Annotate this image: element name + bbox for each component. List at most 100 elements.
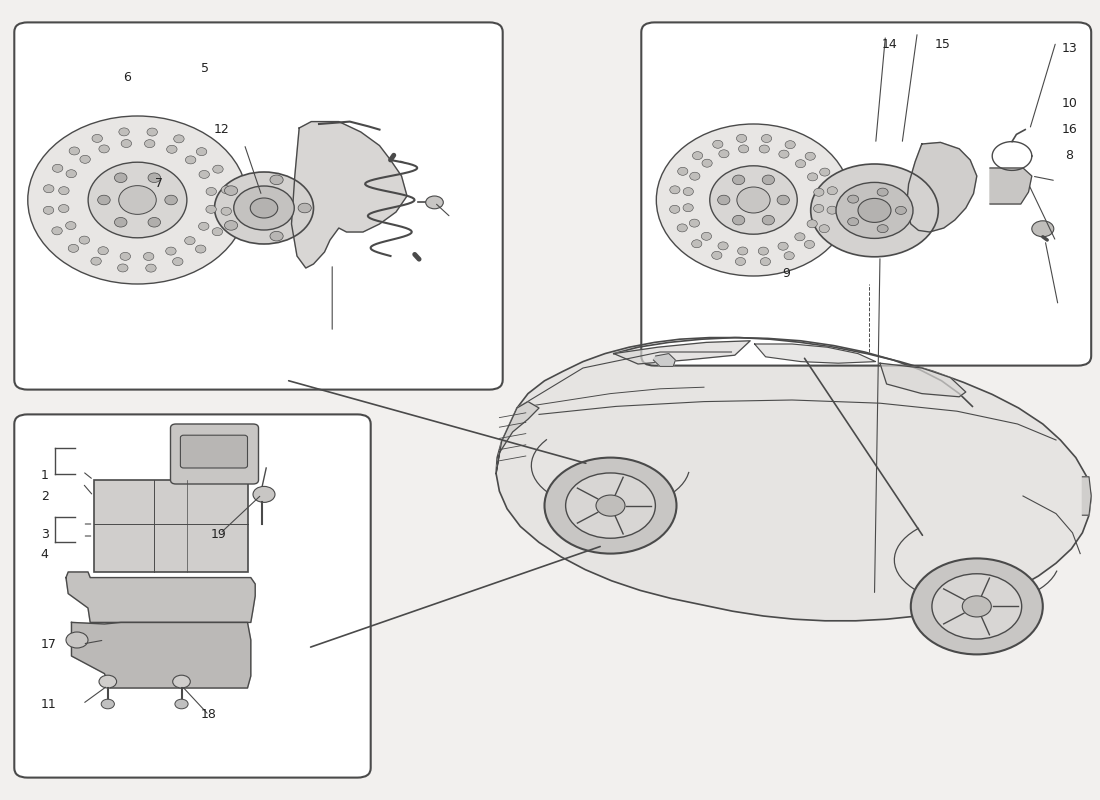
Ellipse shape (779, 150, 789, 158)
Text: 17: 17 (41, 638, 56, 650)
Ellipse shape (738, 145, 749, 153)
Ellipse shape (212, 228, 222, 236)
Ellipse shape (251, 198, 277, 218)
Ellipse shape (28, 116, 248, 284)
Ellipse shape (114, 173, 126, 182)
Ellipse shape (120, 252, 131, 260)
Ellipse shape (762, 215, 774, 225)
Polygon shape (614, 341, 750, 364)
Ellipse shape (43, 206, 54, 214)
Ellipse shape (736, 258, 746, 266)
Ellipse shape (807, 173, 817, 181)
Circle shape (224, 186, 238, 195)
Ellipse shape (66, 222, 76, 230)
Polygon shape (72, 622, 251, 688)
Ellipse shape (784, 252, 794, 260)
Ellipse shape (718, 150, 729, 158)
Ellipse shape (68, 244, 79, 252)
Circle shape (173, 675, 190, 688)
Circle shape (836, 182, 913, 238)
Ellipse shape (718, 242, 728, 250)
Ellipse shape (53, 164, 63, 172)
Ellipse shape (98, 195, 110, 205)
Ellipse shape (91, 257, 101, 265)
Ellipse shape (678, 224, 688, 232)
Text: 18: 18 (201, 708, 217, 721)
Ellipse shape (118, 264, 128, 272)
Ellipse shape (692, 240, 702, 248)
Ellipse shape (80, 155, 90, 163)
Text: 12: 12 (213, 123, 230, 136)
Ellipse shape (690, 172, 700, 180)
Ellipse shape (166, 146, 177, 154)
Ellipse shape (173, 258, 183, 266)
Circle shape (224, 221, 238, 230)
Ellipse shape (143, 253, 154, 261)
Ellipse shape (804, 240, 815, 248)
Text: 1: 1 (41, 469, 48, 482)
Circle shape (270, 175, 283, 185)
Ellipse shape (778, 242, 789, 250)
Text: 16: 16 (1062, 122, 1077, 136)
Polygon shape (880, 363, 966, 397)
Ellipse shape (692, 152, 703, 160)
Ellipse shape (737, 187, 770, 213)
Ellipse shape (814, 188, 824, 196)
Ellipse shape (196, 245, 206, 253)
Ellipse shape (114, 218, 126, 227)
Ellipse shape (212, 165, 223, 173)
Ellipse shape (795, 160, 805, 168)
Ellipse shape (233, 186, 295, 230)
Ellipse shape (186, 156, 196, 164)
Circle shape (426, 196, 443, 209)
Ellipse shape (777, 195, 790, 205)
Ellipse shape (758, 247, 769, 255)
Ellipse shape (206, 206, 217, 214)
Polygon shape (1082, 477, 1091, 515)
Ellipse shape (761, 134, 771, 142)
Ellipse shape (147, 128, 157, 136)
Ellipse shape (196, 148, 207, 156)
Polygon shape (496, 402, 539, 474)
Text: 7: 7 (155, 177, 163, 190)
Polygon shape (755, 344, 876, 363)
Ellipse shape (690, 219, 700, 227)
Ellipse shape (678, 167, 688, 175)
Circle shape (565, 473, 656, 538)
FancyBboxPatch shape (180, 435, 248, 468)
FancyBboxPatch shape (170, 424, 258, 484)
FancyBboxPatch shape (14, 414, 371, 778)
Ellipse shape (717, 195, 730, 205)
Polygon shape (990, 168, 1032, 204)
Ellipse shape (820, 225, 829, 233)
Circle shape (544, 458, 676, 554)
Ellipse shape (760, 258, 770, 266)
Polygon shape (66, 572, 255, 622)
Text: 3: 3 (41, 527, 48, 541)
Text: 15: 15 (935, 38, 950, 51)
Ellipse shape (827, 186, 837, 194)
Ellipse shape (145, 264, 156, 272)
Ellipse shape (820, 168, 829, 176)
Text: 13: 13 (1062, 42, 1077, 54)
Ellipse shape (166, 247, 176, 255)
Circle shape (932, 574, 1022, 639)
FancyBboxPatch shape (14, 22, 503, 390)
Circle shape (811, 164, 938, 257)
Circle shape (911, 558, 1043, 654)
Ellipse shape (148, 173, 161, 182)
Ellipse shape (121, 139, 132, 147)
Circle shape (848, 218, 859, 226)
Ellipse shape (119, 186, 156, 214)
Circle shape (596, 495, 625, 516)
Ellipse shape (148, 218, 161, 227)
Ellipse shape (58, 205, 69, 213)
Ellipse shape (221, 207, 231, 215)
Ellipse shape (44, 185, 54, 193)
Ellipse shape (712, 251, 722, 259)
Ellipse shape (713, 140, 723, 148)
Circle shape (99, 675, 117, 688)
Text: 2: 2 (41, 490, 48, 502)
Ellipse shape (99, 145, 109, 153)
Circle shape (848, 195, 859, 203)
